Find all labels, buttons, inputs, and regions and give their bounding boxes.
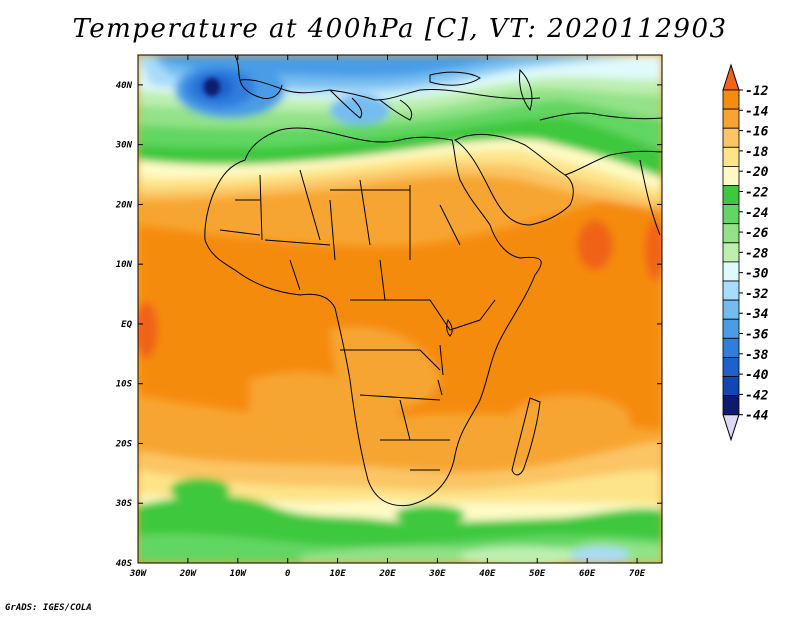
colorbar-segment bbox=[722, 108, 740, 129]
temperature-field bbox=[138, 55, 662, 563]
colorbar-label: -42 bbox=[745, 388, 769, 403]
colorbar-segment bbox=[722, 395, 740, 416]
colorbar-label: -28 bbox=[745, 246, 769, 261]
colorbar-label: -26 bbox=[745, 226, 769, 241]
colorbar-label: -36 bbox=[745, 328, 769, 343]
lon-label: 40E bbox=[479, 569, 496, 579]
colorbar-top-arrow bbox=[722, 63, 740, 91]
colorbar-segment bbox=[722, 146, 740, 167]
colorbar-segment bbox=[722, 185, 740, 206]
lat-label: 40S bbox=[116, 559, 133, 569]
lon-label: 70E bbox=[629, 569, 646, 579]
colorbar-label: -40 bbox=[745, 368, 769, 383]
lon-label: 20E bbox=[378, 569, 396, 579]
colorbar-label: -18 bbox=[745, 145, 769, 160]
colorbar-segment bbox=[722, 337, 740, 358]
lon-label: 30E bbox=[428, 569, 446, 579]
colorbar-label: -12 bbox=[745, 84, 769, 99]
colorbar-label: -34 bbox=[745, 307, 769, 322]
colorbar-label: -32 bbox=[745, 287, 769, 302]
colorbar-segment bbox=[722, 356, 740, 377]
lon-label: 50E bbox=[529, 569, 546, 579]
colorbar-segment bbox=[722, 127, 740, 148]
lat-label: 10N bbox=[116, 260, 133, 270]
credit-text: GrADS: IGES/COLA bbox=[5, 603, 92, 613]
map-title: Temperature at 400hPa [C], VT: 202011290… bbox=[72, 14, 728, 44]
lat-label: EQ bbox=[121, 320, 132, 330]
lat-label: 40N bbox=[116, 81, 133, 91]
lon-label: 10W bbox=[230, 569, 248, 579]
colorbar-label: -24 bbox=[745, 206, 769, 221]
colorbar-label: -14 bbox=[745, 104, 769, 119]
lat-label: 10S bbox=[116, 380, 133, 390]
colorbar-segment bbox=[722, 204, 740, 225]
colorbar-segment bbox=[722, 242, 740, 263]
colorbar-segment bbox=[722, 89, 740, 110]
colorbar-label: -30 bbox=[745, 267, 769, 282]
coastlines bbox=[204, 55, 662, 507]
lon-label: 0 bbox=[285, 569, 291, 579]
axis-ticks bbox=[137, 55, 662, 564]
colorbar-segment bbox=[722, 261, 740, 282]
map-frame bbox=[137, 54, 663, 564]
colorbar-segment bbox=[722, 318, 740, 339]
colorbar-label: -20 bbox=[745, 165, 769, 180]
lat-label: 20S bbox=[115, 439, 133, 449]
color-bar: -12 -14 -16 -18 -20 -22 -24 -26 -28 -30 -32 -34 -36 -… bbox=[722, 63, 769, 442]
lon-label: 10E bbox=[329, 569, 346, 579]
colorbar-segment bbox=[722, 165, 740, 186]
colorbar-label: -22 bbox=[745, 185, 769, 200]
longitude-labels: 30W 20W 10W 0 10E 20E 30E 40E 50E 60E 70E bbox=[129, 569, 646, 579]
lat-label: 30N bbox=[115, 141, 133, 151]
lon-label: 20W bbox=[179, 569, 198, 579]
colorbar-label: -44 bbox=[745, 409, 769, 424]
colorbar-label: -16 bbox=[745, 125, 769, 140]
lon-label: 30W bbox=[129, 569, 148, 579]
lat-label: 20N bbox=[115, 200, 133, 210]
colorbar-segment bbox=[722, 299, 740, 320]
colorbar-bottom-arrow bbox=[722, 414, 740, 442]
colorbar-segment bbox=[722, 280, 740, 301]
colorbar-segment bbox=[722, 376, 740, 397]
colorbar-segment bbox=[722, 223, 740, 244]
lon-label: 60E bbox=[579, 569, 596, 579]
lat-label: 30S bbox=[115, 499, 133, 509]
colorbar-label: -38 bbox=[745, 348, 769, 363]
latitude-labels: 40N 30N 20N 10N EQ 10S 20S 30S 40S bbox=[115, 81, 133, 569]
